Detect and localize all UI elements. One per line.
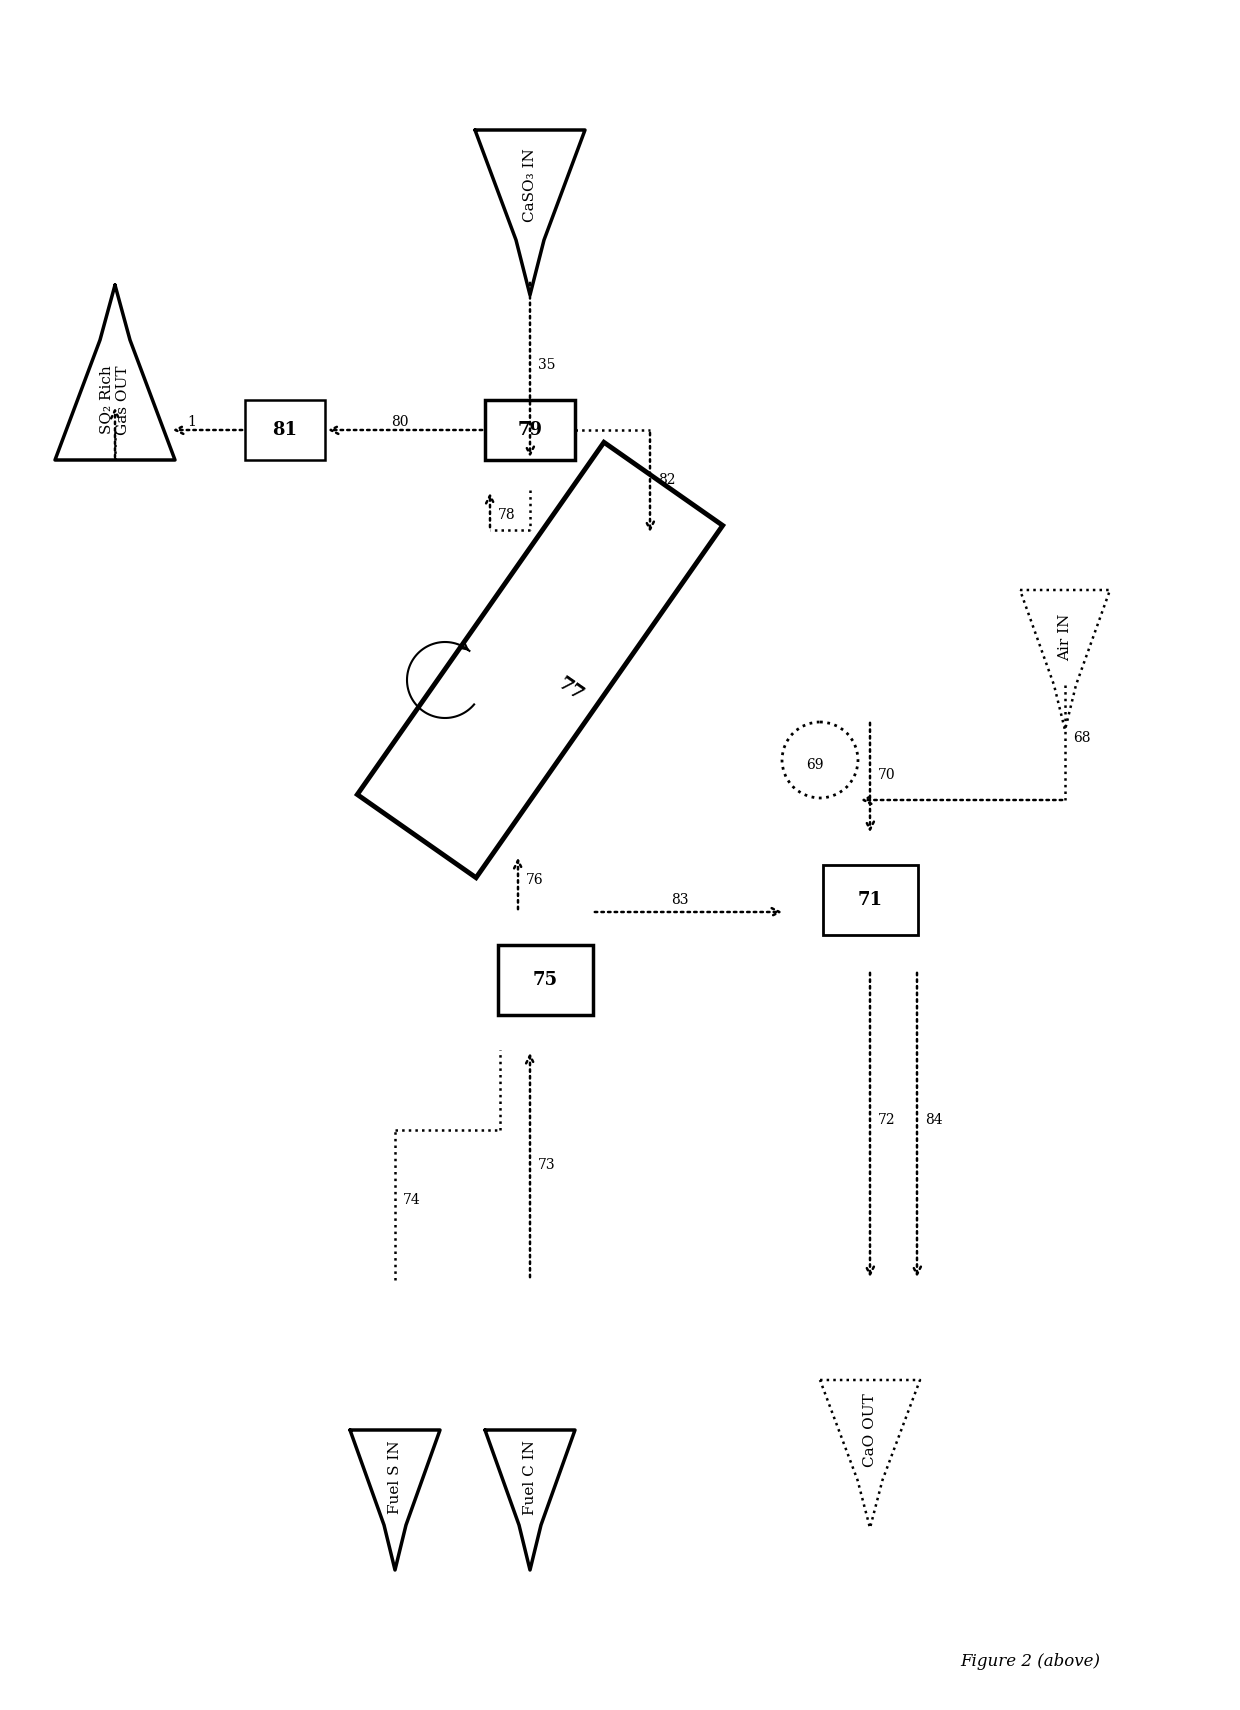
Bar <box>822 865 918 935</box>
Text: 73: 73 <box>538 1158 556 1171</box>
Text: 81: 81 <box>273 421 298 439</box>
Text: CaO OUT: CaO OUT <box>863 1394 877 1467</box>
Text: 77: 77 <box>554 675 587 705</box>
Text: SO₂ Rich
Gas OUT: SO₂ Rich Gas OUT <box>100 366 130 434</box>
Text: 70: 70 <box>878 768 895 781</box>
Text: Figure 2 (above): Figure 2 (above) <box>960 1654 1100 1671</box>
Bar <box>246 400 325 460</box>
Text: 78: 78 <box>498 508 516 522</box>
Text: CaSO₃ IN: CaSO₃ IN <box>523 149 537 222</box>
Text: Fuel C IN: Fuel C IN <box>523 1440 537 1515</box>
Bar <box>485 400 575 460</box>
Bar <box>497 946 593 1016</box>
Text: 84: 84 <box>925 1113 942 1127</box>
Text: 1: 1 <box>187 416 196 429</box>
Text: 35: 35 <box>538 357 556 373</box>
Text: 72: 72 <box>878 1113 895 1127</box>
Text: Air IN: Air IN <box>1058 614 1073 662</box>
Text: 71: 71 <box>858 891 883 910</box>
Text: 76: 76 <box>526 874 543 887</box>
Text: 74: 74 <box>403 1194 420 1207</box>
Text: 82: 82 <box>658 474 676 487</box>
Text: 69: 69 <box>806 758 823 771</box>
Text: 68: 68 <box>1073 730 1090 746</box>
Text: 75: 75 <box>532 971 558 988</box>
Text: 83: 83 <box>671 893 688 906</box>
Text: 79: 79 <box>517 421 543 439</box>
Text: Fuel S IN: Fuel S IN <box>388 1442 402 1515</box>
Text: 80: 80 <box>392 416 409 429</box>
